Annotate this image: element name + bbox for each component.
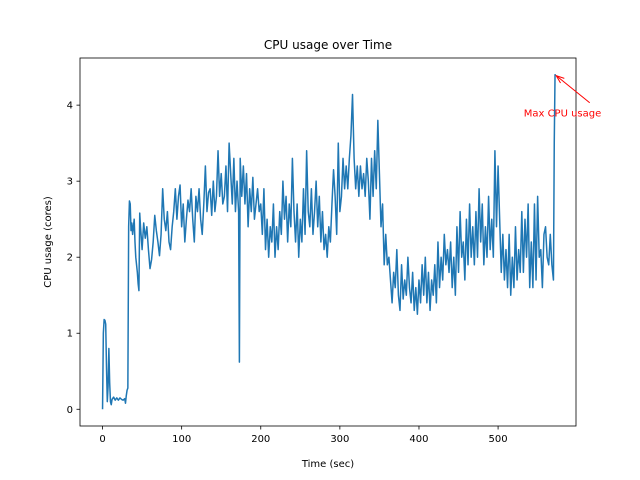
plot-area: 0 100 200 300 400 500 0 1 2 3 4 Max CPU usage xyxy=(67,57,602,445)
series-line-0 xyxy=(101,73,556,410)
chart-title: CPU usage over Time xyxy=(264,38,392,52)
x-axis-label: Time (sec) xyxy=(301,459,354,470)
y-tick-label-4: 4 xyxy=(67,101,73,112)
x-tick-label-400: 400 xyxy=(409,434,428,445)
x-tick-label-0: 0 xyxy=(99,434,105,445)
y-tick-label-3: 3 xyxy=(67,177,73,188)
y-tick-label-0: 0 xyxy=(67,405,73,416)
y-tick-label-2: 2 xyxy=(67,253,73,264)
x-tick-label-200: 200 xyxy=(251,434,270,445)
x-tick-label-100: 100 xyxy=(172,434,191,445)
x-tick-label-500: 500 xyxy=(489,434,508,445)
x-tick-label-300: 300 xyxy=(330,434,349,445)
annotation-arrowhead-0 xyxy=(555,74,565,84)
y-tick-label-1: 1 xyxy=(67,329,73,340)
y-axis-label: CPU usage (cores) xyxy=(43,196,54,288)
annotation-label-0: Max CPU usage xyxy=(524,109,602,120)
axes-frame xyxy=(79,57,577,427)
annotation-arrow-0 xyxy=(555,75,591,104)
